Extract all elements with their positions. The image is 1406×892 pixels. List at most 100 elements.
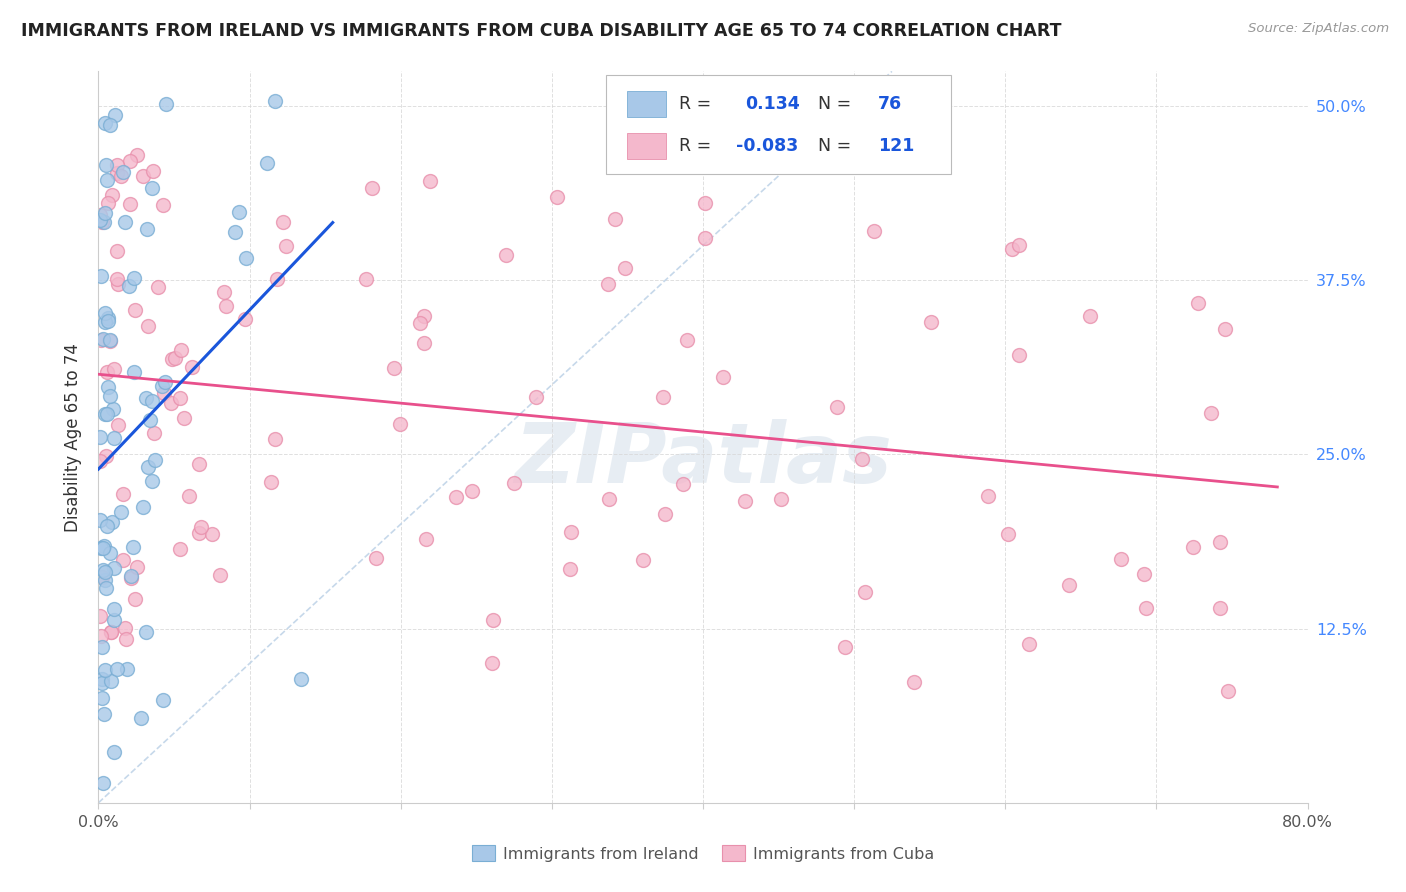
Point	[89, 208, 111, 222]
Point	[105, 662, 128, 676]
Point	[98, 388, 121, 402]
Point	[103, 613, 125, 627]
Point	[364, 550, 387, 565]
Point	[141, 474, 163, 488]
Text: N =: N =	[818, 137, 856, 155]
Point	[103, 431, 125, 445]
Point	[546, 190, 568, 204]
Point	[105, 244, 128, 258]
Point	[98, 546, 121, 560]
Point	[264, 94, 287, 108]
Point	[560, 525, 582, 540]
Point	[89, 513, 111, 527]
Point	[1078, 310, 1101, 324]
Point	[695, 231, 717, 245]
Point	[115, 632, 138, 647]
Point	[94, 206, 117, 220]
Point	[90, 628, 112, 642]
Point	[96, 173, 118, 187]
Point	[179, 489, 201, 503]
Point	[93, 215, 115, 229]
Point	[118, 279, 141, 293]
Point	[120, 571, 142, 585]
Point	[419, 174, 441, 188]
Point	[150, 378, 173, 392]
Y-axis label: Disability Age 65 to 74: Disability Age 65 to 74	[65, 343, 83, 532]
Point	[138, 459, 160, 474]
Point	[90, 215, 112, 229]
Point	[654, 507, 676, 521]
Point	[143, 453, 166, 467]
Point	[676, 333, 699, 347]
Point	[91, 776, 114, 790]
Point	[711, 370, 734, 384]
Point	[215, 300, 238, 314]
Point	[103, 561, 125, 575]
Point	[89, 213, 111, 227]
Point	[228, 205, 250, 219]
Point	[165, 351, 187, 365]
Point	[100, 624, 122, 639]
Point	[96, 581, 118, 595]
Point	[181, 359, 204, 374]
Point	[91, 563, 114, 577]
Point	[160, 352, 183, 367]
Point	[481, 657, 503, 671]
Point	[122, 270, 145, 285]
Point	[96, 519, 118, 533]
Point	[138, 413, 160, 427]
Point	[851, 451, 873, 466]
Point	[1008, 347, 1031, 361]
Point	[96, 365, 118, 379]
Point	[97, 311, 120, 326]
Point	[259, 475, 281, 490]
Point	[100, 625, 122, 640]
Point	[105, 166, 128, 180]
Point	[413, 336, 436, 351]
Point	[415, 532, 437, 546]
Point	[127, 560, 149, 574]
FancyBboxPatch shape	[627, 133, 665, 159]
Point	[524, 390, 547, 404]
Point	[105, 158, 128, 172]
Point	[271, 215, 294, 229]
Point	[107, 277, 129, 291]
Point	[103, 601, 125, 615]
Point	[153, 375, 176, 389]
Point	[389, 417, 412, 431]
Point	[91, 672, 114, 686]
Point	[136, 318, 159, 333]
Point	[651, 390, 673, 404]
Point	[103, 745, 125, 759]
Point	[152, 693, 174, 707]
Point	[94, 315, 117, 329]
Point	[266, 272, 288, 286]
Point	[460, 483, 482, 498]
Point	[132, 500, 155, 514]
Point	[94, 407, 117, 421]
Point	[903, 675, 925, 690]
Point	[142, 425, 165, 440]
Point	[1181, 540, 1204, 554]
Text: 76: 76	[879, 95, 903, 113]
Point	[90, 570, 112, 584]
Point	[125, 148, 148, 162]
Point	[97, 380, 120, 394]
Point	[558, 562, 581, 576]
Point	[101, 515, 124, 529]
Point	[264, 433, 287, 447]
Point	[188, 457, 211, 471]
Point	[91, 541, 114, 556]
Point	[100, 674, 122, 689]
Point	[93, 706, 115, 721]
Point	[114, 215, 136, 229]
Point	[107, 417, 129, 432]
Point	[503, 475, 526, 490]
Point	[135, 392, 157, 406]
Point	[1109, 551, 1132, 566]
Point	[598, 491, 620, 506]
Point	[1057, 577, 1080, 591]
Point	[290, 673, 312, 687]
Text: -0.083: -0.083	[735, 137, 797, 155]
Point	[93, 539, 115, 553]
